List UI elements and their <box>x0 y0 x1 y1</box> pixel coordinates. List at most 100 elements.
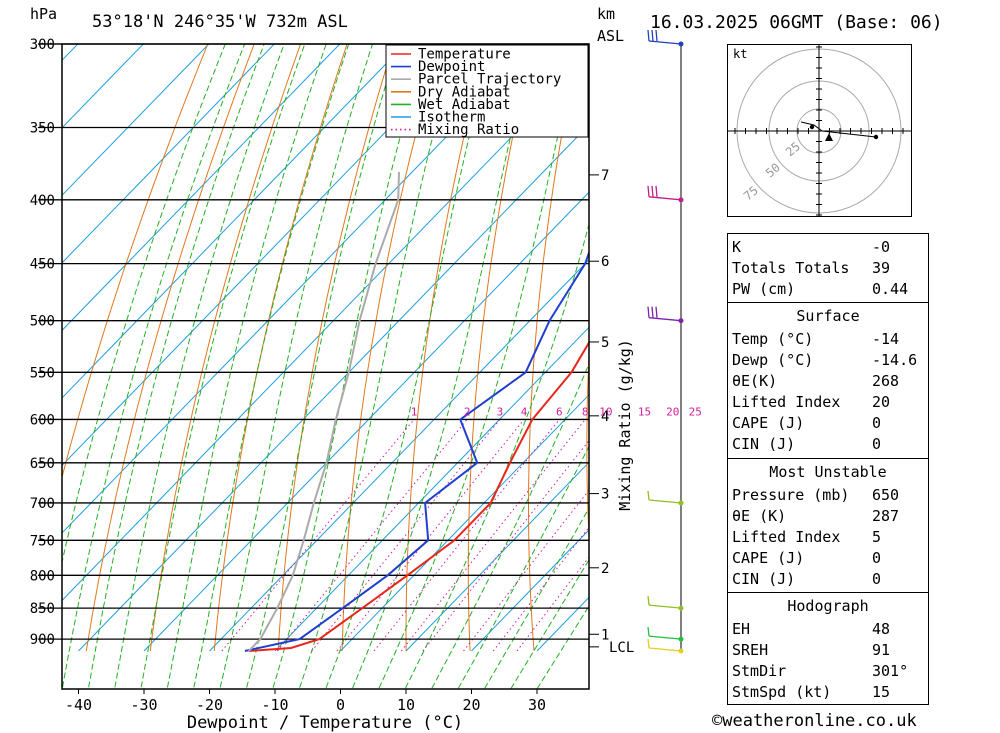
index-row: Lifted Index 20 <box>728 391 928 412</box>
index-row: θE (K) 287 <box>728 505 928 526</box>
mixing-ratio-line <box>400 419 586 652</box>
index-value: 268 <box>872 371 900 390</box>
mixing-ratio-line <box>276 419 468 652</box>
index-value: -14 <box>872 329 900 348</box>
index-row: PW (cm) 0.44 <box>728 278 928 299</box>
most-unstable-panel: Most Unstable Pressure (mb) 650 θE (K) 287 L… <box>727 458 929 593</box>
index-row: CAPE (J) 0 <box>728 412 928 433</box>
wet-adiabat-line <box>114 44 285 689</box>
surface-panel: Surface Temp (°C) -14 Dewp (°C) -14.6 θE(K) 2… <box>727 302 929 459</box>
copyright-link[interactable]: ©weatheronline.co.uk <box>712 711 917 731</box>
pressure-tick-label: 700 <box>30 496 55 512</box>
index-label: θE (K) <box>732 506 787 525</box>
index-value: 0 <box>872 434 882 453</box>
index-row: K -0 <box>728 236 928 257</box>
mixing-ratio-line <box>516 556 589 652</box>
mixing-ratio-label: 10 <box>599 405 612 418</box>
hodograph-plot: kt 25 50 75 <box>728 45 911 216</box>
wind-barb <box>647 490 682 504</box>
index-row: CAPE (J) 0 <box>728 547 928 568</box>
index-label: Lifted Index <box>732 527 841 546</box>
isotherm-line <box>62 44 406 399</box>
index-row: θE(K) 268 <box>728 370 928 391</box>
index-row: SREH 91 <box>728 639 928 660</box>
isotherm-line <box>62 44 275 264</box>
index-label: Pressure (mb) <box>732 485 850 504</box>
datetime-title: 16.03.2025 06GMT (Base: 06) <box>650 12 943 33</box>
km-tick-label: 6 <box>601 254 609 270</box>
wet-adiabat-line <box>166 44 327 689</box>
isotherm-line <box>62 44 144 129</box>
isotherm-line <box>209 259 589 652</box>
index-value: 5 <box>872 527 882 546</box>
wet-adiabat-line <box>510 558 589 689</box>
index-label: Temp (°C) <box>732 329 814 348</box>
x-tick-label: -30 <box>130 696 157 714</box>
isotherm-line <box>62 44 210 197</box>
mixing-ratio-label: 4 <box>521 405 528 418</box>
x-tick-label: 20 <box>462 696 480 714</box>
legend-label: Parcel Trajectory <box>418 72 561 88</box>
x-tick-label: -10 <box>261 696 288 714</box>
index-row: Temp (°C) -14 <box>728 328 928 349</box>
index-value: 39 <box>872 258 891 277</box>
km-tick-label: 7 <box>601 168 609 184</box>
wind-barb <box>647 29 682 45</box>
index-row: CIN (J) 0 <box>728 433 928 454</box>
asl-label: ASL <box>597 27 625 45</box>
location-title: 53°18'N 246°35'W 732m ASL <box>92 12 348 32</box>
pressure-tick-label: 300 <box>30 37 55 53</box>
dry-adiabat-line <box>149 44 302 652</box>
dry-adiabat-line <box>643 44 672 651</box>
index-label: K <box>732 237 742 256</box>
mixing-ratio-label: 1 <box>411 405 418 418</box>
index-value: 91 <box>872 640 891 659</box>
dry-adiabat-line <box>85 44 255 652</box>
index-label: CIN (J) <box>732 434 796 453</box>
x-tick-label: 30 <box>528 696 546 714</box>
hodograph-ring-label-50: 50 <box>763 160 783 180</box>
isotherm-line <box>143 191 589 652</box>
x-tick-label: 10 <box>397 696 415 714</box>
km-tick-label: 4 <box>601 409 609 425</box>
isotherm-line <box>405 461 589 652</box>
legend-label: Temperature <box>418 47 511 63</box>
index-row: StmDir 301° <box>728 660 928 681</box>
pressure-tick-label: 850 <box>30 601 55 617</box>
km-label: km <box>597 5 616 23</box>
index-label: PW (cm) <box>732 279 796 298</box>
wet-adiabat-line <box>457 445 589 689</box>
dry-adiabat-line <box>467 44 534 652</box>
series-parcel-trajectory <box>248 171 400 652</box>
isotherm-line <box>340 394 589 652</box>
index-row: Pressure (mb) 650 <box>728 484 928 505</box>
wind-barb <box>647 627 682 640</box>
isotherm-line <box>62 44 472 467</box>
index-label: StmDir <box>732 661 787 680</box>
isotherm-line <box>62 44 537 534</box>
pressure-tick-label: 350 <box>30 121 55 137</box>
skewt-chart: 300350400450500550600650700750800850900-… <box>30 29 702 733</box>
pressure-tick-label: 800 <box>30 568 55 584</box>
index-value: 0.44 <box>872 279 909 298</box>
index-value: 48 <box>872 619 891 638</box>
wind-barb <box>647 638 682 652</box>
legend-label: Dewpoint <box>418 59 485 75</box>
index-label: EH <box>732 619 751 638</box>
hodograph-indices-panel: Hodograph EH 48 SREH 91 StmDir 301° StmSpd (kt… <box>727 592 929 705</box>
pressure-tick-label: 900 <box>30 632 55 648</box>
wet-adiabat-line <box>192 44 350 689</box>
wet-adiabat-line <box>140 44 306 689</box>
dry-adiabat-line <box>277 44 394 652</box>
mixing-ratio-line <box>463 489 589 652</box>
dry-adiabat-line <box>341 44 441 652</box>
x-axis-title: Dewpoint / Temperature (°C) <box>187 713 463 733</box>
wet-adiabat-line <box>298 44 458 689</box>
mixing-ratio-label: 2 <box>464 405 471 418</box>
legend-label: Isotherm <box>418 110 485 126</box>
index-row: StmSpd (kt) 15 <box>728 681 928 702</box>
index-value: 650 <box>872 485 900 504</box>
dry-adiabat-line <box>213 44 348 652</box>
index-value: -0 <box>872 237 891 256</box>
